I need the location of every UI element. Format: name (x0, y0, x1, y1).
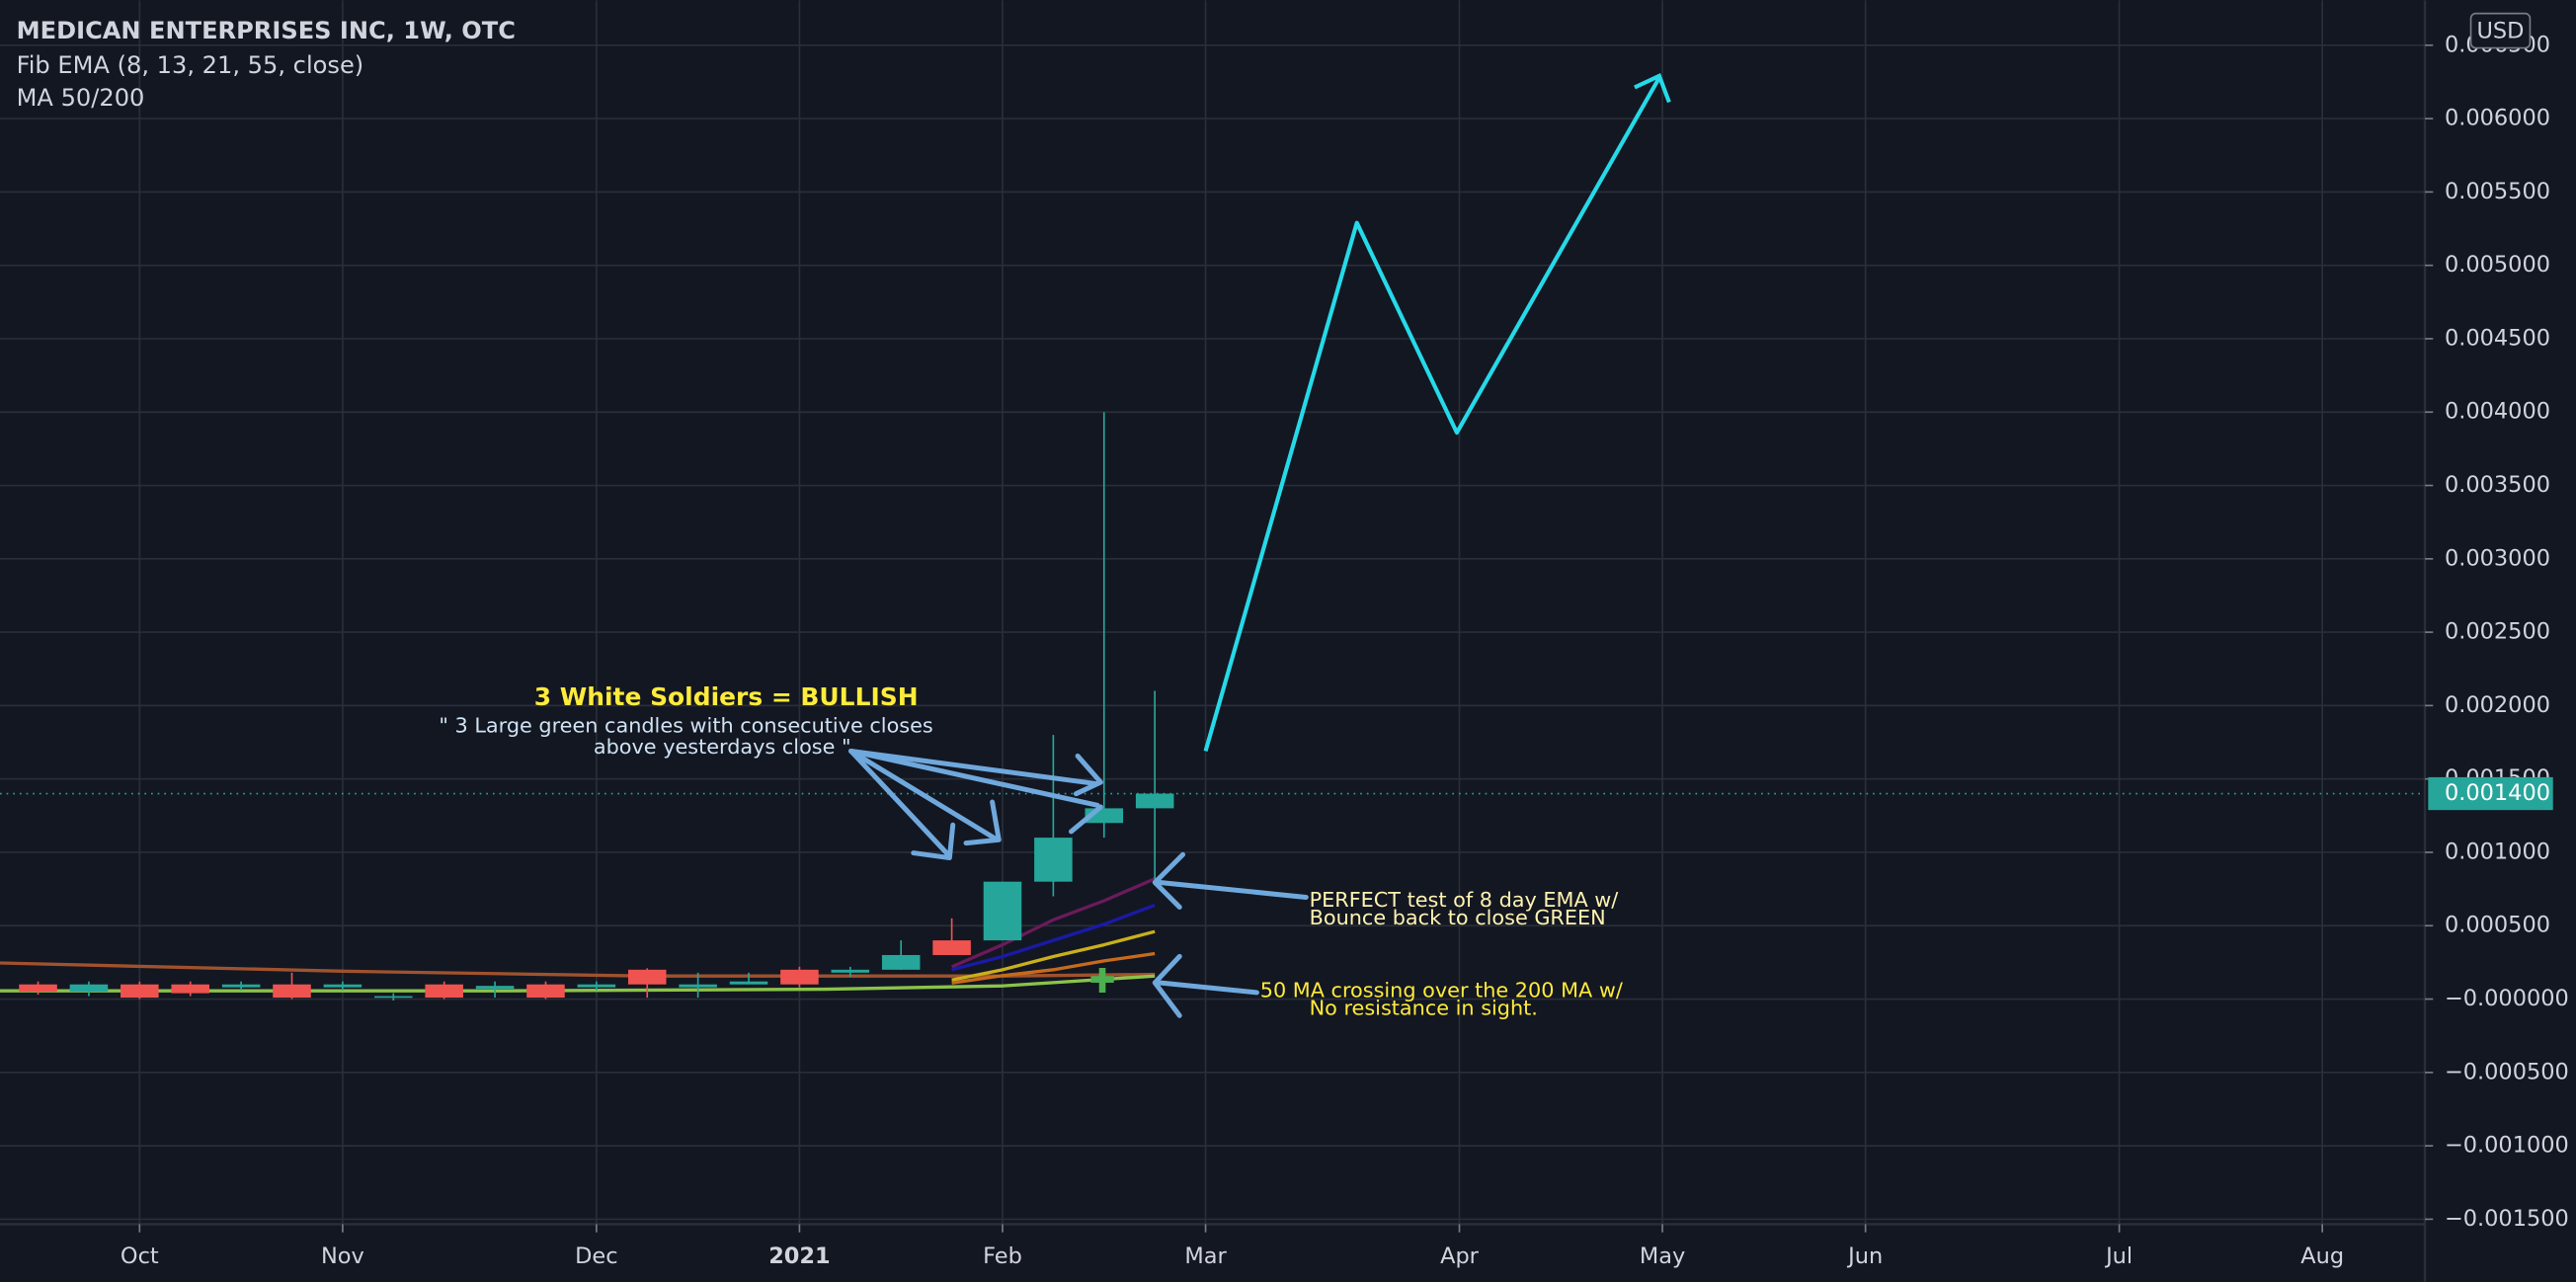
candle-body (475, 986, 515, 990)
candle-body (729, 981, 768, 985)
x-tick-label: Oct (121, 1243, 159, 1269)
arrow (848, 748, 1103, 835)
y-tick-label: −0.000000 (2445, 986, 2569, 1011)
y-tick-label: 0.004000 (2445, 399, 2550, 425)
arrow (1152, 851, 1309, 910)
annotation: PERFECT test of 8 day EMA w/ (1310, 888, 1619, 912)
chart-title: MEDICAN ENTERPRISES INC, 1W, OTC (17, 17, 516, 44)
x-tick-label: Feb (983, 1243, 1022, 1269)
y-tick-label: −0.001500 (2445, 1206, 2569, 1232)
candle-body (627, 969, 667, 985)
y-tick-label: 0.000500 (2445, 913, 2550, 938)
candle-body (171, 984, 209, 994)
candle-body (831, 969, 870, 973)
y-tick-label: 0.003500 (2445, 472, 2550, 498)
candle-body (19, 984, 57, 993)
candle-body (69, 984, 109, 993)
candle-body (881, 954, 921, 970)
candle-body (780, 969, 819, 985)
cross-marker (1090, 967, 1114, 993)
x-tick-label: May (1640, 1243, 1685, 1269)
annotation: 50 MA crossing over the 200 MA w/ (1260, 978, 1623, 1002)
y-tick-label: −0.001000 (2445, 1133, 2569, 1159)
projection-arrowhead (1634, 73, 1671, 104)
x-tick-label: Aug (2300, 1243, 2344, 1269)
candle-body (679, 984, 717, 988)
y-tick-label: 0.001000 (2445, 839, 2550, 864)
candle-body (932, 940, 971, 955)
arrow (1152, 953, 1259, 1018)
candle-body (425, 984, 463, 999)
indicator-line (950, 877, 1156, 969)
annotation: No resistance in sight. (1310, 997, 1538, 1020)
candle-body (121, 984, 159, 999)
last-price-label: 0.001400 (2445, 780, 2550, 806)
annotation: 3 White Soldiers = BULLISH (534, 682, 919, 711)
x-tick-label: Mar (1184, 1243, 1227, 1269)
candle-body (577, 984, 616, 988)
arrow (848, 748, 1002, 846)
last-price-badge (2428, 776, 2553, 811)
x-tick-label: Apr (1440, 1243, 1480, 1269)
annotation: Bounce back to close GREEN (1310, 906, 1606, 929)
y-tick-label: 0.005000 (2445, 252, 2550, 278)
candle-body (273, 984, 311, 999)
x-tick-label: Jun (1846, 1243, 1883, 1269)
currency-badge[interactable] (2469, 12, 2532, 49)
currency-label[interactable]: USD (2477, 18, 2525, 43)
x-tick-label: Nov (321, 1243, 364, 1269)
x-tick-label: Jul (2104, 1243, 2133, 1269)
y-tick-label: 0.005500 (2445, 179, 2550, 204)
y-tick-label: 0.003000 (2445, 545, 2550, 571)
y-tick-label: −0.000500 (2445, 1059, 2569, 1084)
y-tick-label: 0.004500 (2445, 325, 2550, 351)
candle-body (1135, 793, 1174, 809)
candle-body (323, 984, 362, 988)
plot (0, 76, 2425, 1002)
annotation-arrows (848, 73, 1671, 1018)
y-tick-label: 0.002000 (2445, 692, 2550, 718)
candle-body (1034, 838, 1073, 882)
candle-body (983, 881, 1022, 941)
indicator-line (0, 974, 1156, 993)
y-tick-label: 0.002500 (2445, 619, 2550, 645)
arrow (848, 748, 1103, 797)
annotation: above yesterdays close " (594, 735, 851, 759)
x-tick-label: 2021 (768, 1243, 830, 1269)
x-tick-label: Dec (575, 1243, 617, 1269)
indicator-label: Fib EMA (8, 13, 21, 55, close) (17, 51, 364, 79)
indicator-line (951, 951, 1156, 985)
indicator-label: MA 50/200 (17, 84, 145, 112)
axes: −0.001500 −0.001000 −0.000500 −0.000000 0.00… (121, 32, 2569, 1269)
projection-line (1203, 76, 1661, 753)
indicator-line (951, 903, 1156, 972)
annotation: " 3 Large green candles with consecutive… (439, 713, 932, 737)
candle-body (221, 984, 261, 988)
y-tick-label: 0.006000 (2445, 106, 2550, 131)
arrow (848, 748, 956, 861)
candle-body (374, 996, 413, 999)
grid (0, 0, 2425, 1225)
indicator-line (951, 929, 1156, 982)
candle-body (526, 984, 565, 999)
